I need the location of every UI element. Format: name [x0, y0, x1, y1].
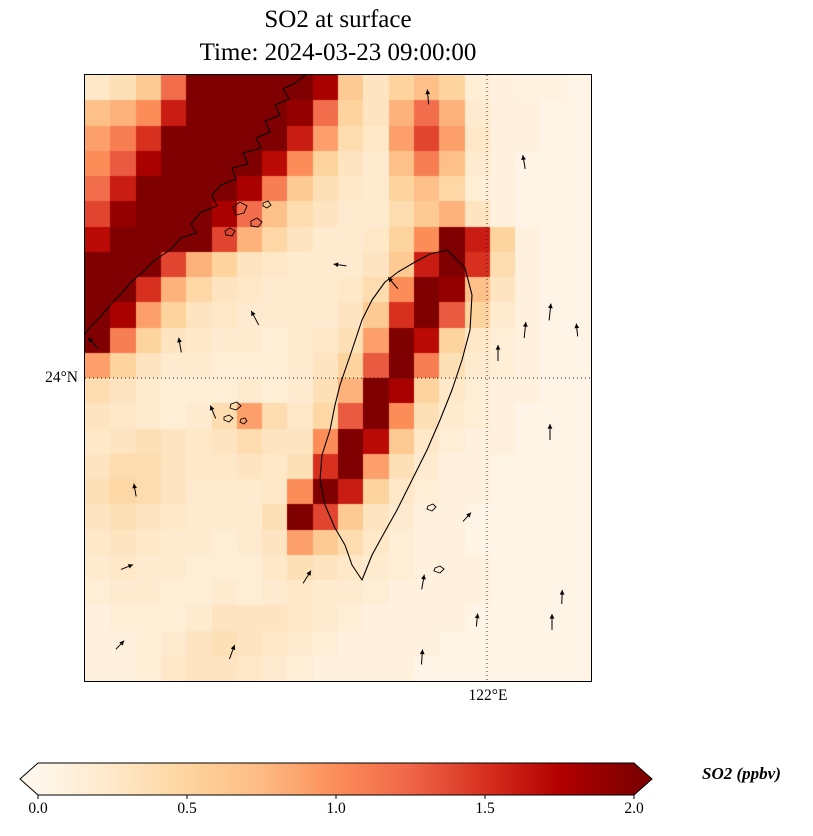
colorbar-tick: 2.0	[624, 800, 644, 817]
map-plot-area	[84, 74, 592, 682]
map-overlay	[85, 75, 591, 681]
lat-tick-label: 24°N	[45, 369, 78, 386]
colorbar	[19, 762, 653, 799]
colorbar-tick: 1.5	[475, 800, 495, 817]
chart-subtitle-time: Time: 2024-03-23 09:00:00	[199, 39, 477, 66]
chart-title: SO2 at surface	[264, 6, 412, 33]
colorbar-tick: 1.0	[326, 800, 346, 817]
lon-tick-label: 122°E	[468, 687, 508, 704]
colorbar-tick: 0.5	[177, 800, 197, 817]
colorbar-tick: 0.0	[28, 800, 48, 817]
colorbar-label: SO2 (ppbv)	[702, 764, 781, 783]
